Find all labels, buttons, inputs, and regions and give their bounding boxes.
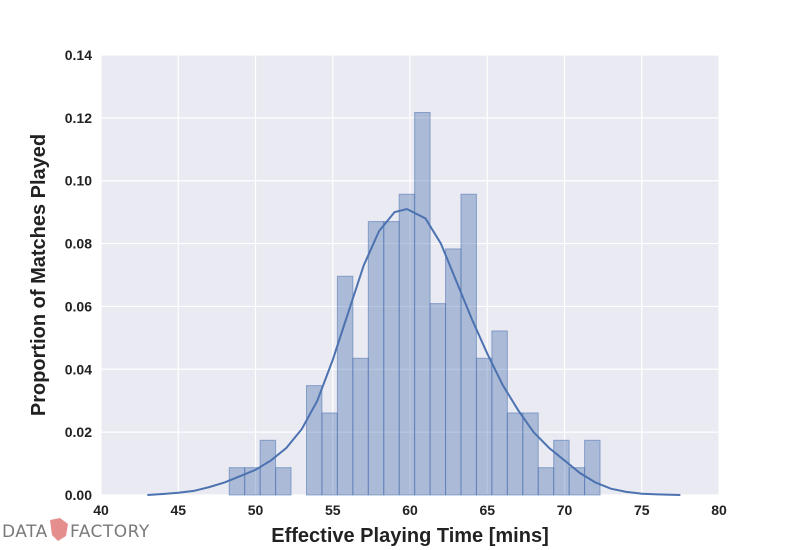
y-tick-label: 0.00 <box>65 487 92 503</box>
x-axis-title: Effective Playing Time [mins] <box>271 525 549 547</box>
histogram-bar <box>506 412 524 496</box>
histogram-bar <box>491 330 508 496</box>
histogram-bar <box>584 439 601 496</box>
y-tick-label: 0.02 <box>65 424 92 440</box>
histogram-bar <box>414 112 431 496</box>
y-tick-label: 0.14 <box>65 47 92 63</box>
watermark-left-text: DATA <box>2 522 48 542</box>
histogram-bar <box>352 357 369 496</box>
x-tick-label: 45 <box>170 502 186 518</box>
histogram-bar <box>321 412 338 496</box>
histogram-bar <box>275 467 292 496</box>
x-tick-label: 80 <box>711 502 727 518</box>
y-tick-label: 0.12 <box>65 110 92 126</box>
histogram-bar <box>383 221 400 496</box>
x-tick-label: 60 <box>402 502 418 518</box>
histogram-bar <box>259 439 277 496</box>
x-tick-label: 75 <box>634 502 650 518</box>
x-tick-label: 55 <box>325 502 341 518</box>
histogram-bar <box>475 357 493 496</box>
watermark-logo-icon <box>50 518 68 541</box>
x-tick-label: 65 <box>479 502 495 518</box>
histogram-bar <box>336 275 354 496</box>
y-tick-labels: 0.00 0.02 0.04 0.06 0.08 0.10 0.12 0.14 <box>65 47 92 503</box>
kde-curve <box>147 207 681 496</box>
y-tick-label: 0.08 <box>65 236 92 252</box>
x-tick-label: 50 <box>248 502 264 518</box>
x-tick-labels: 40 45 50 55 60 65 70 75 80 <box>93 502 727 518</box>
histogram-bar <box>537 467 555 496</box>
y-tick-label: 0.06 <box>65 298 92 314</box>
histogram-bar <box>553 439 570 496</box>
y-tick-label: 0.10 <box>65 173 92 189</box>
histogram-bar <box>228 467 246 496</box>
watermark-right-text: FACTORY <box>70 522 150 542</box>
histogram-bar <box>460 193 477 496</box>
x-tick-label: 70 <box>557 502 573 518</box>
histogram-bar <box>398 193 416 496</box>
histogram-bar <box>305 385 323 496</box>
histogram-bar <box>367 221 385 496</box>
x-tick-label: 40 <box>93 502 109 518</box>
y-axis-title: Proportion of Matches Played <box>28 134 50 416</box>
histogram-bar <box>522 412 539 496</box>
histogram-bars <box>228 112 601 496</box>
y-tick-label: 0.04 <box>65 361 92 377</box>
histogram-bar <box>429 303 447 496</box>
data-factory-watermark: DATA FACTORY <box>2 518 150 542</box>
